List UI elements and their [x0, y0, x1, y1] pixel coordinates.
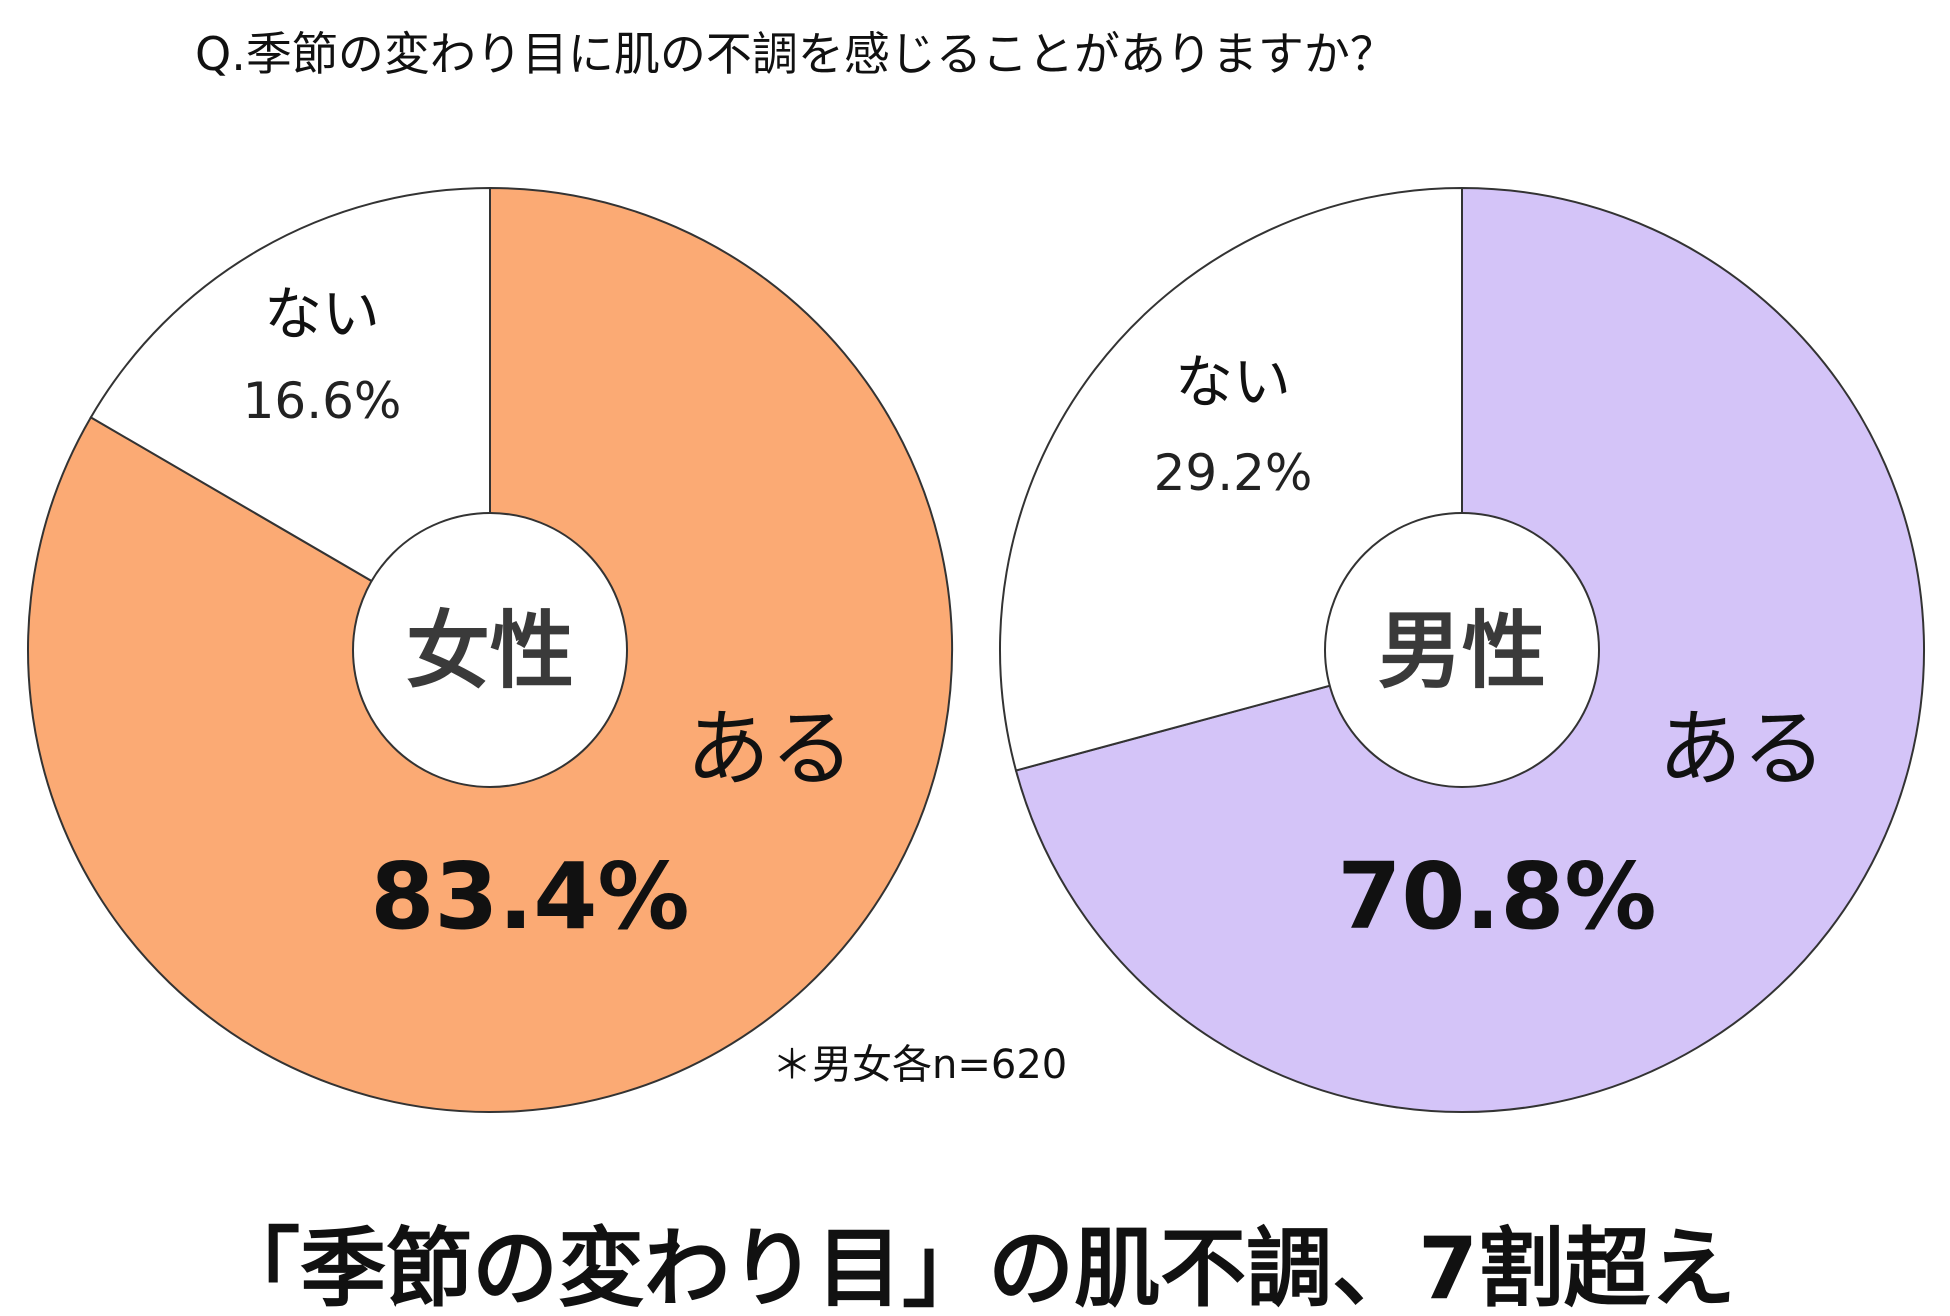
sample-size-note: ＊男女各n=620: [772, 1042, 1067, 1088]
slice-label-yes-female: ある: [686, 700, 854, 798]
slice-label-no-male: ない: [1175, 348, 1291, 416]
slice-value-yes-male: 70.8%: [1337, 843, 1656, 950]
center-label-female: 女性: [406, 602, 574, 700]
donut-chart-female: 女性 ない 16.6% ある 83.4%: [27, 186, 953, 1113]
slice-label-no-female: ない: [264, 280, 380, 348]
donut-hole-female: [352, 512, 628, 788]
slice-value-no-male: 29.2%: [1154, 444, 1313, 502]
slice-value-yes-female: 83.4%: [370, 843, 689, 950]
headline: 「季節の変わり目」の肌不調、7割超え: [214, 1219, 1736, 1316]
slice-value-no-female: 16.6%: [243, 372, 402, 430]
slice-label-yes-male: ある: [1658, 700, 1826, 798]
donut-chart-male: 男性 ない 29.2% ある 70.8%: [998, 186, 1925, 1113]
center-label-male: 男性: [1378, 602, 1546, 700]
donut-hole-male: [1324, 512, 1600, 788]
slice-no-female: [89, 186, 491, 652]
question-title: Q.季節の変わり目に肌の不調を感じることがありますか？: [195, 27, 1396, 81]
